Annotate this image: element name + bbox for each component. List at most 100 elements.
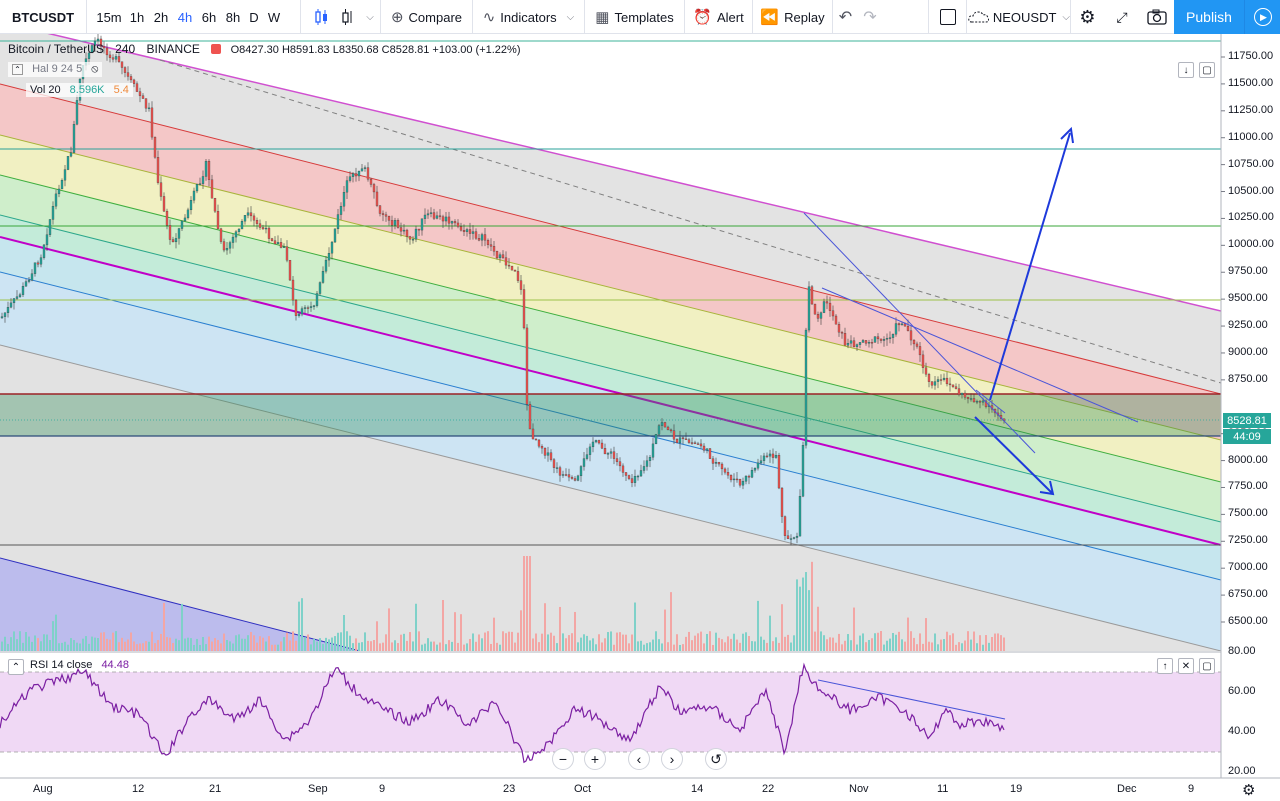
volume-bar — [847, 634, 849, 651]
candle — [735, 478, 739, 481]
volume-bar — [805, 572, 807, 651]
rsi-maximize-button[interactable]: ▢ — [1199, 658, 1215, 674]
indicators-button[interactable]: ∿ Indicators ⌵ — [472, 0, 584, 34]
indicators-icon: ∿ — [482, 9, 496, 26]
interval-1h[interactable]: 1h — [129, 9, 145, 25]
rsi-value: 44.48 — [101, 659, 129, 671]
reset-chart-button[interactable]: ↺ — [705, 748, 727, 770]
interval-2h[interactable]: 2h — [153, 9, 169, 25]
redo-button[interactable]: ↷ — [858, 0, 882, 34]
replay-button[interactable]: ⏪ Replay — [752, 0, 832, 34]
camera-icon — [1147, 9, 1167, 25]
candle — [918, 346, 922, 356]
candle — [234, 231, 238, 238]
candle — [186, 209, 190, 219]
scroll-right-button[interactable]: › — [661, 748, 683, 770]
rsi-collapse-button[interactable]: ⌃ — [8, 659, 24, 675]
candle — [336, 214, 340, 230]
candle — [951, 384, 955, 387]
candle — [447, 216, 451, 224]
bar-style-button[interactable] — [336, 0, 360, 34]
compare-button[interactable]: ⊕ Compare — [380, 0, 472, 34]
settings-button[interactable]: ⚙ — [1070, 0, 1104, 34]
interval-w[interactable]: W — [267, 9, 281, 25]
rsi-close-button[interactable]: ✕ — [1178, 658, 1194, 674]
volume-bar — [241, 638, 243, 651]
interval-8h[interactable]: 8h — [225, 9, 241, 25]
interval-15m[interactable]: 15m — [96, 9, 122, 25]
arrow-down-line — [974, 416, 1053, 494]
volume-bar — [214, 638, 216, 651]
candle — [102, 46, 106, 49]
scroll-left-button[interactable]: ‹ — [628, 748, 650, 770]
volume-bar — [709, 631, 711, 651]
scroll-down-button[interactable]: ↓ — [1178, 62, 1194, 78]
interval-6h[interactable]: 6h — [201, 9, 217, 25]
candle — [393, 220, 397, 226]
collapse-icon[interactable]: ⌃ — [12, 64, 23, 75]
volume-bar — [832, 637, 834, 651]
snapshot-button[interactable] — [1140, 0, 1174, 34]
candle — [135, 83, 139, 92]
candle — [33, 262, 37, 274]
fullscreen-button[interactable]: ⤢ — [1104, 0, 1140, 34]
maximize-pane-button[interactable]: ▢ — [1199, 62, 1215, 78]
templates-button[interactable]: ▦ Templates — [584, 0, 684, 34]
candle — [792, 537, 796, 539]
symbol-search[interactable]: BTCUSDT — [0, 0, 86, 34]
chevron-up-icon: ⌃ — [11, 661, 21, 673]
volume-bar — [961, 643, 963, 651]
legend-indicator-hal[interactable]: ⌃ Hal 9 24 5 ⦸ — [8, 62, 103, 77]
price-tick-label: 7250.00 — [1228, 534, 1268, 547]
play-button[interactable]: ▶ — [1244, 0, 1280, 34]
candle — [753, 467, 757, 471]
volume-bar — [463, 644, 465, 651]
volume-bar — [154, 643, 156, 651]
volume-bar — [289, 640, 291, 651]
volume-bar — [268, 636, 270, 651]
candle — [456, 222, 460, 227]
zoom-in-button[interactable]: + — [584, 748, 606, 770]
publish-button[interactable]: Publish — [1174, 0, 1244, 34]
interval-d[interactable]: D — [249, 9, 259, 25]
chevron-down-icon[interactable]: ⌵ — [366, 11, 374, 23]
alert-button[interactable]: ⏰ Alert — [684, 0, 752, 34]
chart-canvas[interactable] — [0, 34, 1280, 801]
volume-bar — [589, 640, 591, 651]
candle — [954, 386, 958, 389]
volume-bar — [28, 636, 30, 651]
volume-bar — [448, 640, 450, 651]
candle — [828, 302, 832, 311]
candle — [273, 240, 277, 245]
candle — [30, 273, 34, 281]
volume-bar — [829, 637, 831, 651]
candle — [396, 220, 400, 228]
candle — [54, 193, 58, 207]
gear-icon[interactable]: ⚙ — [1242, 782, 1256, 799]
candle — [798, 496, 802, 537]
volume-bar — [331, 637, 333, 651]
candle — [882, 339, 886, 341]
candle — [636, 475, 640, 478]
zoom-out-button[interactable]: − — [552, 748, 574, 770]
volume-bar — [568, 635, 570, 651]
candle — [276, 242, 280, 245]
interval-4h[interactable]: 4h — [177, 9, 193, 25]
time-tick-label: 19 — [1010, 783, 1023, 795]
volume-bar — [778, 642, 780, 651]
layout-button[interactable] — [928, 0, 966, 34]
volume-bar — [988, 642, 990, 651]
volume-bar — [259, 636, 261, 651]
candle — [63, 169, 67, 181]
volume-bar — [661, 643, 663, 651]
legend-indicator-vol[interactable]: Vol 20 8.596K 5.4 — [26, 83, 133, 97]
rsi-move-up-button[interactable]: ↑ — [1157, 658, 1173, 674]
candle — [675, 439, 679, 443]
candle-type-button[interactable] — [300, 0, 340, 34]
candle — [453, 221, 457, 224]
eye-off-icon[interactable]: ⦸ — [91, 63, 99, 75]
candle — [957, 388, 961, 395]
compare-symbol-button[interactable]: NEOUSDT ⌵ — [966, 0, 1070, 34]
undo-button[interactable]: ↶ — [832, 0, 858, 34]
candle — [945, 377, 949, 385]
